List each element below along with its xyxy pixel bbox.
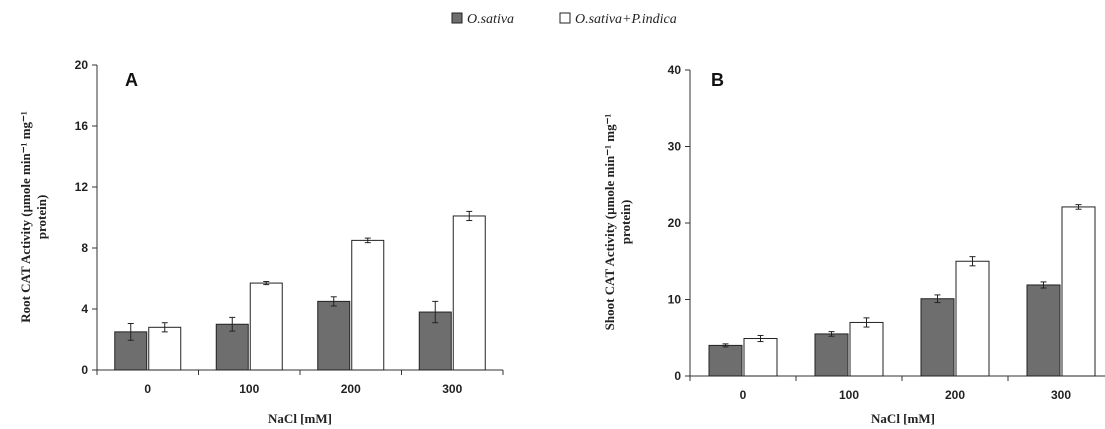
legend: O.sativa O.sativa+P.indica	[451, 12, 677, 27]
panel-b-bar-series-2	[849, 321, 884, 377]
panel-a-y-tick-label: 16	[75, 119, 89, 133]
panel-a-x-tick-label: 0	[144, 382, 151, 396]
legend-label-series-1: O.sativa	[467, 12, 514, 27]
panel-b-x-tick-label: 0	[740, 388, 747, 402]
panel-a-y-axis-title-line-1: Root CAT Activity (µmole min⁻¹ mg⁻¹	[18, 111, 33, 323]
panel-b-y-tick-label: 40	[668, 63, 682, 77]
legend-swatch-series-2	[559, 12, 571, 24]
panel-a-bar-series-2	[249, 282, 283, 371]
panel-b-y-tick-label: 30	[668, 140, 682, 154]
legend-swatch-series-1	[451, 12, 463, 24]
panel-b-y-tick-label: 20	[668, 216, 682, 230]
panel-a-bar-series-2	[452, 215, 486, 371]
legend-label-series-2: O.sativa+P.indica	[575, 12, 677, 27]
panel-a: A NaCl [mM] Root CAT Activity (µmole min…	[18, 58, 504, 426]
panel-a-bar-series-1	[317, 300, 351, 371]
panel-a-y-tick-label: 12	[75, 180, 89, 194]
panel-a-x-axis-title: NaCl [mM]	[268, 411, 332, 426]
panel-b-x-tick-label: 200	[945, 388, 965, 402]
panel-a-y-tick-label: 0	[81, 363, 88, 377]
panel-a-x-tick-label: 200	[341, 382, 361, 396]
panel-a-y-tick-label: 8	[81, 241, 88, 255]
panel-a-y-axis-title-line-2: protein)	[34, 195, 49, 240]
panel-a-bar-series-2	[351, 239, 385, 371]
panel-b-bar-series-2	[955, 260, 990, 377]
panel-b-bar-series-2	[1061, 206, 1096, 377]
panel-b-x-tick-label: 100	[839, 388, 859, 402]
panel-a-x-tick-label: 300	[442, 382, 462, 396]
panel-b-letter: B	[711, 70, 724, 90]
panel-b: B NaCl [mM] Shoot CAT Activity (µmole mi…	[602, 63, 1105, 426]
panel-b-bar-series-1	[708, 344, 743, 377]
panel-b-bar-series-1	[814, 333, 849, 377]
panel-a-bar-series-2	[148, 326, 182, 371]
panel-a-x-tick-label: 100	[239, 382, 259, 396]
panel-b-y-tick-label: 0	[674, 369, 681, 383]
panel-a-y-tick-label: 4	[81, 302, 88, 316]
panel-b-x-axis-title: NaCl [mM]	[871, 411, 935, 426]
panel-b-x-tick-label: 300	[1051, 388, 1071, 402]
panel-b-y-axis-title-line-1: Shoot CAT Activity (µmole min⁻¹ mg⁻¹	[602, 114, 617, 331]
panel-a-bar-series-1	[114, 331, 148, 371]
panel-a-letter: A	[125, 70, 138, 90]
panel-b-bar-series-1	[920, 298, 955, 377]
panel-b-bar-series-2	[743, 338, 778, 377]
panel-a-y-tick-label: 20	[75, 58, 89, 72]
panel-b-y-tick-label: 10	[668, 293, 682, 307]
panel-a-bar-series-1	[418, 311, 452, 371]
panel-b-bar-series-1	[1026, 284, 1061, 377]
panel-b-y-axis-title-line-2: protein)	[618, 200, 633, 245]
